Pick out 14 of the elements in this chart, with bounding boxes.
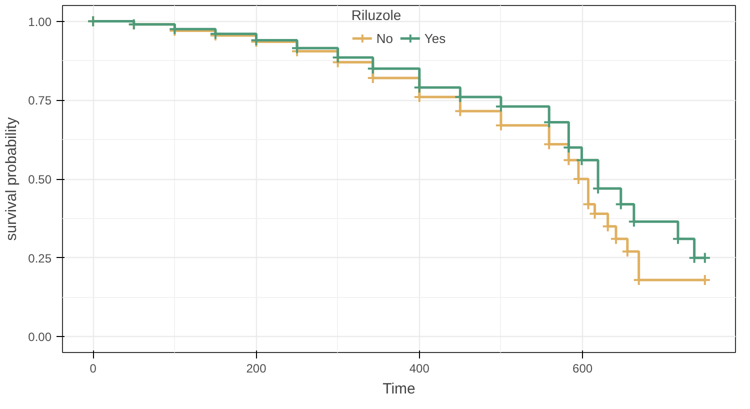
y-axis-title: survival probability: [3, 116, 20, 241]
legend-label: Yes: [424, 30, 446, 46]
y-tick-label: 0.50: [28, 172, 52, 186]
legend-label: No: [376, 30, 394, 46]
y-tick-label: 0.25: [28, 251, 52, 266]
x-tick-label: 0: [90, 362, 97, 376]
y-tick-label: 0.00: [28, 330, 52, 344]
x-axis-title: Time: [382, 380, 416, 398]
x-tick-label: 600: [572, 362, 593, 376]
y-tick-label: 0.75: [28, 94, 52, 108]
y-tick-label: 1.00: [28, 14, 52, 29]
x-tick-label: 200: [246, 362, 267, 376]
x-tick-label: 400: [409, 362, 430, 376]
legend-title: Riluzole: [351, 7, 402, 23]
